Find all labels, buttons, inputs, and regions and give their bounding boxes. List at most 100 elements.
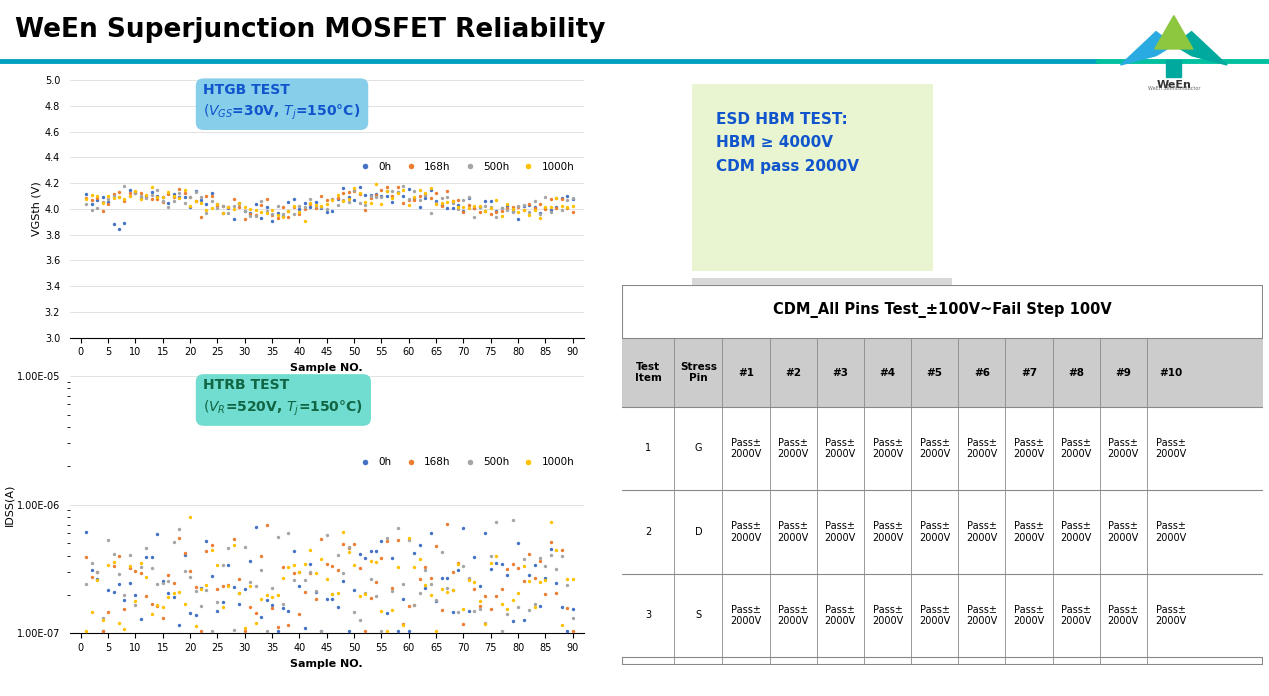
Point [372,553,392,564]
Point [393,184,414,196]
Point [202,196,222,207]
Point [420,590,440,601]
Point [152,196,173,207]
Point [453,604,473,615]
Point [284,200,305,212]
Point [289,200,310,212]
Point [136,542,156,553]
Point [98,607,118,618]
Text: 200.0mV: 200.0mV [765,459,799,468]
Point [311,625,331,636]
Point [562,603,582,615]
Point [398,193,419,205]
Point [159,198,179,209]
Point [98,197,118,208]
Point [174,187,194,198]
Point [190,198,211,209]
Text: 10 Devices: 10 Devices [801,373,843,379]
Point [81,195,102,206]
Point [147,184,168,195]
Point [491,205,511,216]
Text: Pass: Pass [898,546,916,555]
Point [410,184,430,196]
Point [131,562,151,573]
Point [76,552,96,563]
Point [404,185,424,196]
Point [306,200,326,211]
Point [486,212,506,223]
Point [223,193,244,205]
Point [552,544,572,555]
Point [213,601,233,612]
Point [98,585,118,596]
Point [360,592,381,603]
Point [197,579,217,590]
Point [136,189,156,200]
Point [164,196,184,207]
Point [235,541,255,552]
Point [349,189,369,200]
Point [98,559,118,570]
Point [147,599,168,610]
Text: Pass±
2000V: Pass± 2000V [731,438,761,459]
Point [185,620,206,631]
Point [524,204,544,215]
Point [524,598,544,609]
Point [273,208,293,219]
Point [448,195,468,206]
Point [190,625,211,636]
Point [339,193,359,205]
Point [327,550,348,561]
Point [508,214,528,225]
Point [213,207,233,219]
Point [377,182,397,193]
Y-axis label: VGSth (V): VGSth (V) [32,182,42,236]
Point [470,201,490,212]
Point [360,190,381,201]
Point [410,574,430,585]
Point [197,584,217,595]
Point [497,204,518,215]
Point [152,612,173,624]
Text: Pass±
2000V: Pass± 2000V [731,605,761,626]
Point [223,203,244,214]
Point [278,212,298,223]
Point [207,199,227,210]
Point [546,202,566,213]
Point [136,552,156,563]
Point [497,202,518,213]
Point [470,202,490,213]
Point [464,606,485,617]
Point [519,198,539,209]
Point [169,532,189,544]
Point [284,201,305,212]
Point [355,196,376,207]
Text: 200.0mV: 200.0mV [765,611,799,620]
Point [491,211,511,222]
Point [404,191,424,203]
Text: Pass±
2000V: Pass± 2000V [1108,605,1140,626]
Point [339,187,359,198]
Point [475,205,495,216]
Text: 5: 5 [716,503,720,512]
Point [131,187,151,198]
Point [448,204,468,215]
Point [530,576,551,587]
Point [131,193,151,205]
Point [169,192,189,203]
Point [360,193,381,204]
Point [382,553,402,564]
Point [365,545,386,556]
Point [93,615,113,626]
Point [491,625,511,636]
Point [301,544,321,555]
Point [344,584,364,595]
Point [448,557,468,569]
Point [147,600,168,611]
Point [294,203,315,214]
Point [169,523,189,535]
Point [410,588,430,599]
Point [393,180,414,191]
Text: Pass±
2000V: Pass± 2000V [1061,521,1091,543]
Point [142,181,162,192]
